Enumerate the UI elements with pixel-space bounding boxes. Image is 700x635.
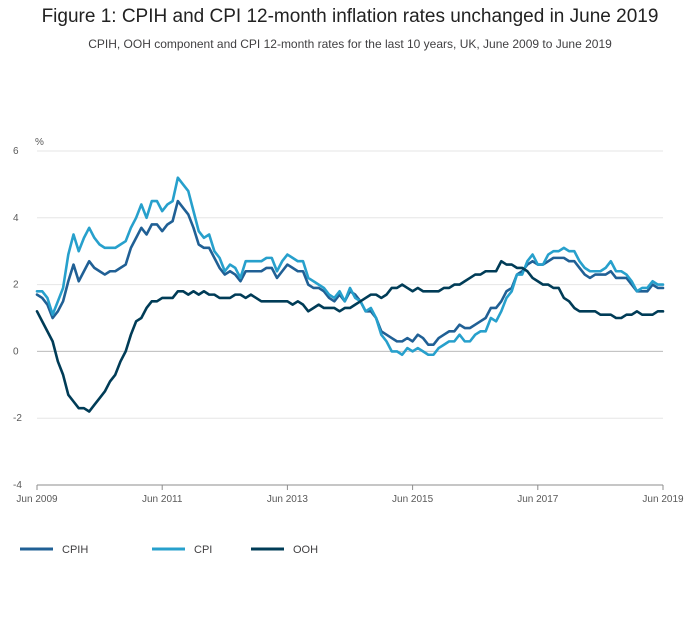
series-line-cpi [35, 176, 665, 357]
y-tick-label: -2 [13, 413, 22, 424]
series-line-ooh [35, 259, 665, 413]
legend-item-cpih[interactable]: CPIH [20, 544, 88, 556]
gridlines [37, 150, 663, 486]
x-tick-label: Jun 2013 [267, 494, 309, 505]
y-tick-label: -4 [13, 480, 22, 491]
x-tick-label: Jun 2011 [142, 494, 183, 505]
legend-label: CPI [194, 544, 212, 556]
x-tick-label: Jun 2017 [517, 494, 559, 505]
x-tick-label: Jun 2009 [16, 494, 58, 505]
chart-subtitle: CPIH, OOH component and CPI 12-month rat… [88, 37, 612, 51]
y-tick-label: 6 [13, 146, 19, 157]
legend-item-ooh[interactable]: OOH [251, 544, 318, 556]
y-tick-label: 0 [13, 346, 19, 357]
legend-label: OOH [293, 544, 318, 556]
chart-title: Figure 1: CPIH and CPI 12-month inflatio… [41, 6, 659, 27]
legend-item-cpi[interactable]: CPI [152, 544, 212, 556]
x-tick-label: Jun 2015 [392, 494, 434, 505]
legend[interactable]: CPIH CPI OOH [20, 544, 318, 556]
series-line-cpih [35, 199, 665, 347]
y-tick-label: 4 [13, 213, 19, 224]
axes: -4 -2 0 2 4 6% Jun 2009 Jun 2011 Jun 2013 Jun 201… [13, 137, 684, 505]
legend-label: CPIH [62, 544, 88, 556]
x-tick-label: Jun 2019 [642, 494, 684, 505]
y-axis-label: % [35, 137, 44, 148]
y-tick-label: 2 [13, 280, 19, 291]
series-lines [35, 176, 665, 413]
